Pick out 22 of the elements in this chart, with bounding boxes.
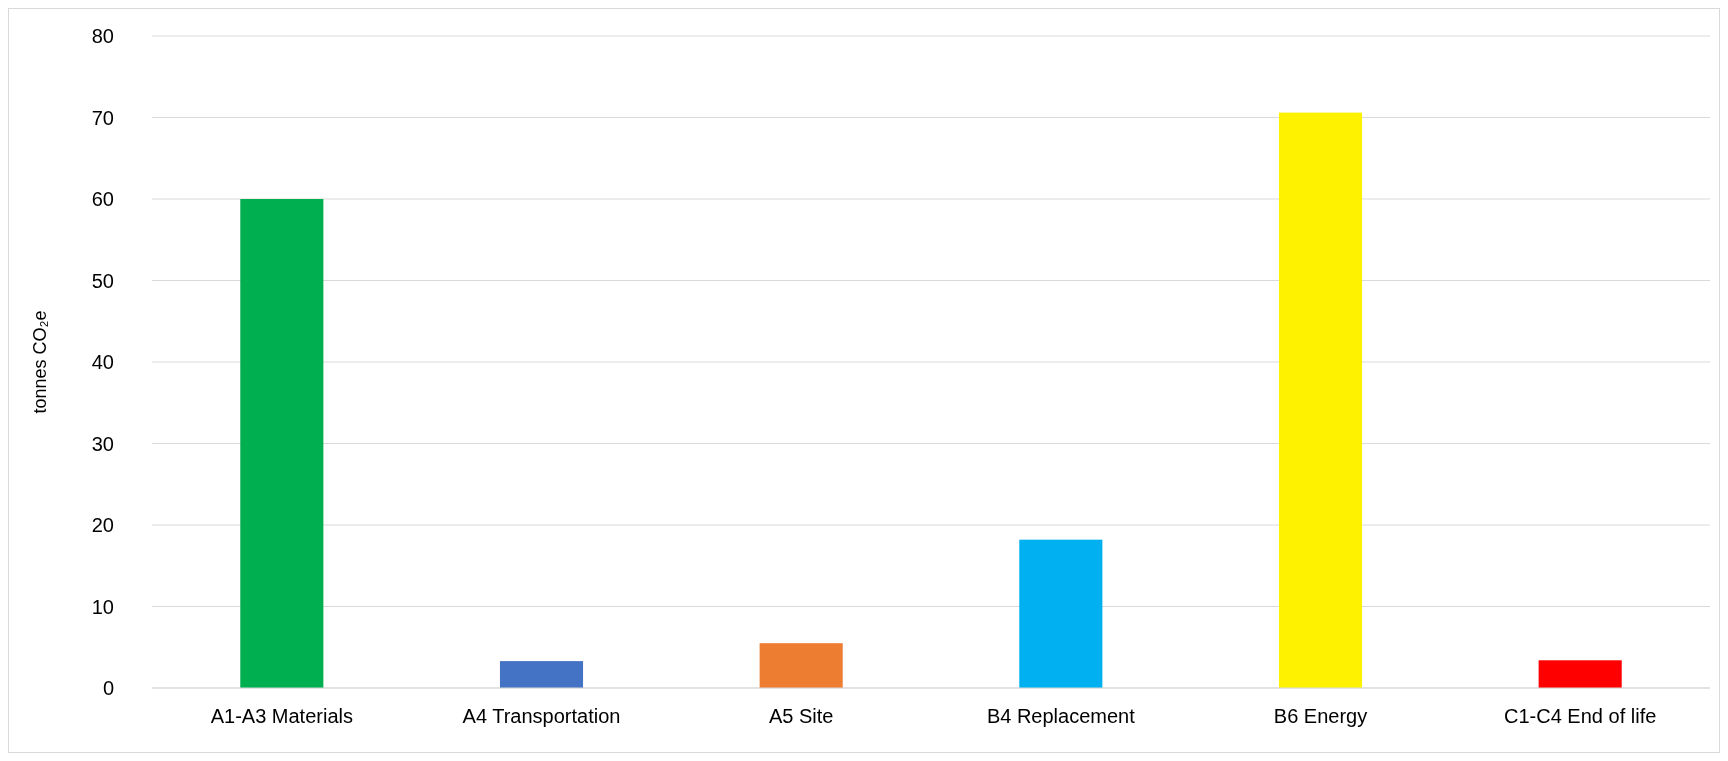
bar <box>499 661 584 688</box>
y-tick-label: 20 <box>91 514 114 536</box>
x-tick-label: B6 Energy <box>1273 705 1368 727</box>
bar <box>1278 112 1363 688</box>
bar <box>1019 539 1103 688</box>
x-tick-label: A1-A3 Materials <box>210 705 353 727</box>
y-tick-label: 70 <box>91 106 114 129</box>
y-tick-label: 30 <box>91 432 114 455</box>
bar <box>759 643 843 688</box>
y-tick-label: 50 <box>91 269 114 292</box>
bar <box>1538 660 1622 688</box>
x-tick-label: C1-C4 End of life <box>1504 705 1657 727</box>
y-axis-title: tonnes CO₂e <box>30 310 50 414</box>
y-tick-label: 80 <box>91 25 114 47</box>
y-tick-label: 40 <box>91 351 114 373</box>
x-tick-label: A5 Site <box>768 705 834 727</box>
x-tick-label: A4 Transportation <box>462 705 621 727</box>
y-tick-label: 60 <box>91 188 114 210</box>
y-tick-label: 0 <box>102 677 114 699</box>
y-tick-label: 10 <box>91 595 114 618</box>
x-tick-label: B4 Replacement <box>986 705 1136 727</box>
bar <box>240 199 324 688</box>
